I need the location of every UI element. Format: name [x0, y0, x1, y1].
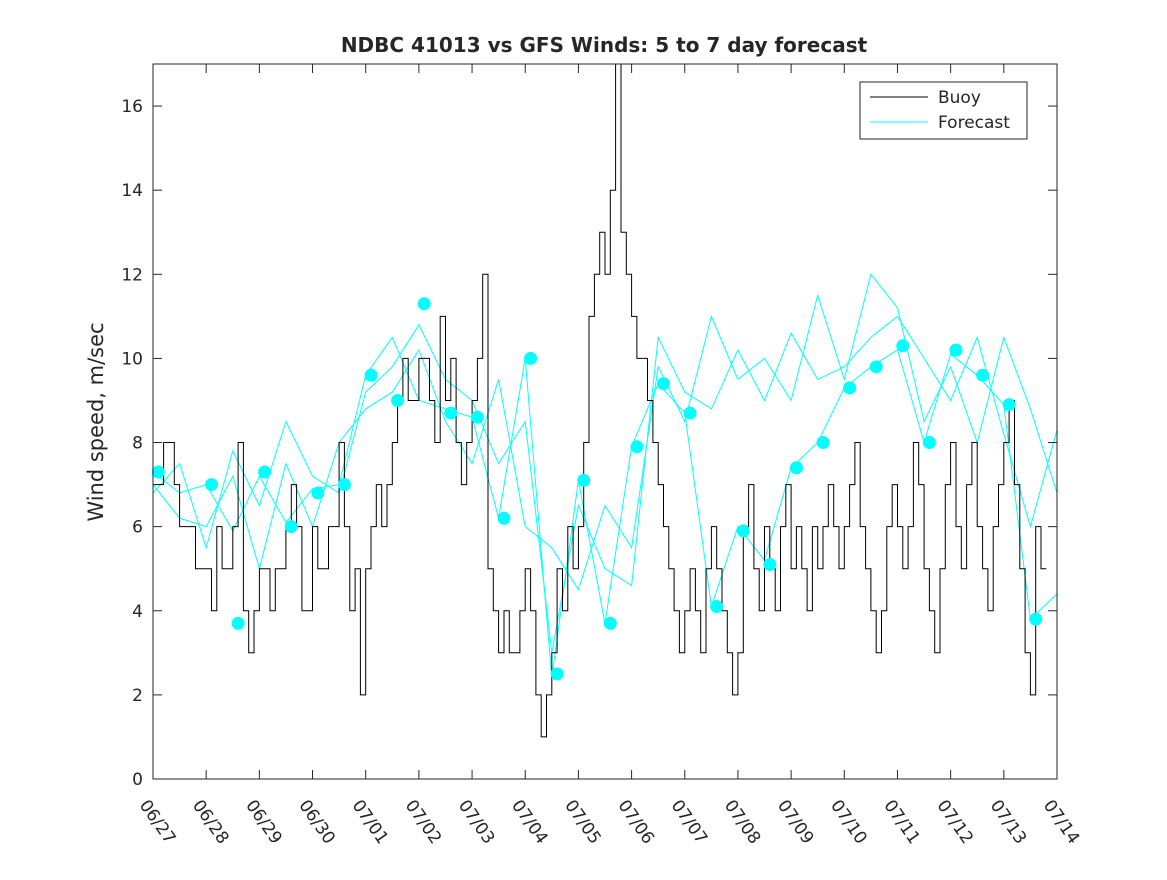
forecast-point — [1002, 398, 1016, 412]
forecast-point — [284, 520, 298, 534]
forecast-point — [763, 558, 777, 571]
forecast-point — [1029, 612, 1043, 626]
legend-label-buoy: Buoy — [938, 88, 981, 108]
forecast-point — [656, 377, 670, 391]
forecast-point — [231, 616, 245, 630]
forecast-point — [497, 511, 511, 525]
chart-title: NDBC 41013 vs GFS Winds: 5 to 7 day fore… — [341, 33, 868, 57]
forecast-point — [603, 616, 617, 630]
legend-box — [859, 81, 1028, 140]
y-tick-label: 4 — [132, 602, 143, 622]
y-tick-label: 10 — [121, 349, 143, 369]
forecast-point — [470, 410, 484, 424]
forecast-point — [789, 461, 803, 475]
y-tick-label: 2 — [132, 686, 143, 706]
legend: Buoy Forecast — [859, 81, 1028, 140]
forecast-point — [391, 393, 405, 407]
y-tick-label: 6 — [132, 518, 143, 538]
forecast-point — [337, 478, 351, 492]
forecast-point — [524, 351, 538, 365]
y-tick-label: 14 — [121, 181, 143, 201]
forecast-point — [258, 465, 272, 479]
forecast-point — [151, 465, 165, 479]
forecast-point — [736, 524, 750, 538]
forecast-point — [869, 360, 883, 374]
forecast-point — [683, 406, 697, 420]
forecast-point — [364, 368, 378, 382]
forecast-point — [550, 667, 564, 681]
y-tick-label: 8 — [132, 434, 143, 454]
forecast-run-line-2 — [153, 315, 1057, 653]
forecast-point — [843, 381, 857, 395]
forecast-point — [630, 440, 644, 454]
forecast-point — [922, 436, 936, 450]
forecast-point — [976, 368, 990, 382]
forecast-point — [417, 297, 431, 311]
forecast-point — [896, 339, 910, 353]
buoy-line — [153, 64, 1047, 738]
plot-frame — [152, 63, 1058, 780]
y-tick-label: 0 — [132, 770, 143, 790]
forecast-point — [204, 478, 218, 492]
forecast-point — [311, 486, 325, 500]
forecast-point — [710, 600, 724, 614]
forecast-point — [444, 406, 458, 420]
forecast-point — [577, 473, 591, 487]
y-tick-label: 16 — [121, 97, 143, 117]
forecast-point — [816, 436, 830, 450]
y-axis-label: Wind speed, m/sec — [84, 322, 108, 521]
forecast-point — [949, 343, 963, 357]
legend-label-forecast: Forecast — [938, 113, 1010, 133]
y-tick-label: 12 — [121, 265, 143, 285]
